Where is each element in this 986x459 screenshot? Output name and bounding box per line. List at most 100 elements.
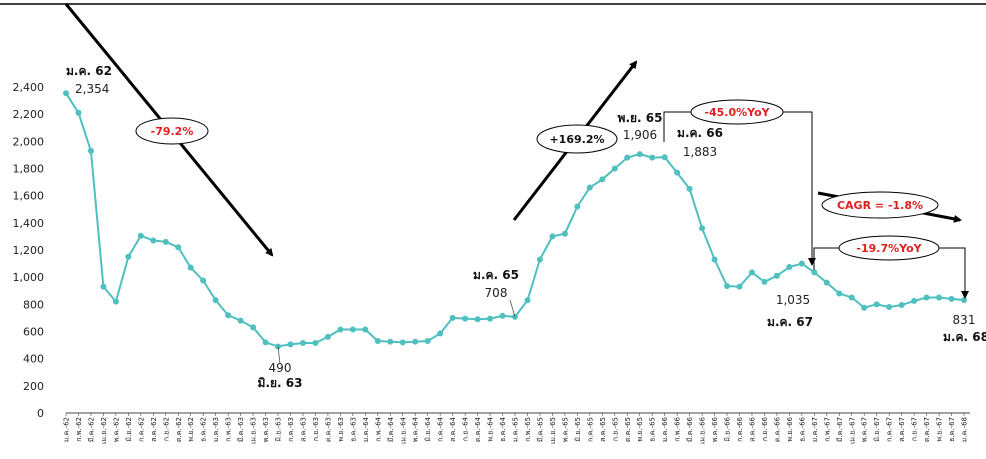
annotation-value: 2,354 <box>75 82 109 96</box>
x-tick-label: พ.ค.-66 <box>711 416 719 442</box>
data-point <box>599 176 606 183</box>
data-point <box>100 283 107 290</box>
x-tick-label: ก.ค.-65 <box>586 417 594 442</box>
data-point <box>312 340 319 347</box>
data-point <box>424 338 431 345</box>
annotation-date: ม.ค. 65 <box>473 268 519 282</box>
data-point <box>886 304 893 311</box>
data-point <box>87 147 94 154</box>
x-tick-label: พ.ย.-62 <box>187 417 195 442</box>
data-point <box>250 324 257 331</box>
callout-badge <box>821 191 939 219</box>
x-tick-label: มี.ค.-67 <box>836 417 844 442</box>
x-tick-label: พ.ค.-63 <box>262 417 270 442</box>
data-point <box>63 90 69 97</box>
x-tick-label: ม.ค.-64 <box>362 416 370 442</box>
data-point <box>798 260 805 267</box>
annotation-leader <box>509 299 516 317</box>
data-point <box>674 169 681 176</box>
y-tick-label: 1,400 <box>13 217 45 230</box>
data-point <box>611 165 618 172</box>
data-point <box>549 233 556 240</box>
callout-label: +169.2% <box>549 133 604 146</box>
x-tick-label: ก.พ.-67 <box>823 417 831 442</box>
x-tick-label: เม.ย.-67 <box>848 417 856 444</box>
x-tick-label: พ.ย.-63 <box>337 417 345 442</box>
x-tick-label: พ.ค.-65 <box>561 417 569 442</box>
x-tick-label: มิ.ย.-65 <box>574 417 582 442</box>
x-tick-label: ต.ค.-65 <box>624 417 632 442</box>
data-point <box>212 297 219 304</box>
x-tick-label: ก.พ.-64 <box>374 416 382 441</box>
x-tick-label: ต.ค.-64 <box>474 416 482 442</box>
x-tick-label: เม.ย.-65 <box>549 417 557 444</box>
data-point <box>748 269 755 276</box>
data-point <box>624 154 631 161</box>
x-tick-label: ก.ย.-62 <box>162 417 170 441</box>
data-point <box>936 294 943 301</box>
annotation-value: 1,883 <box>683 145 717 159</box>
data-point <box>574 203 581 210</box>
data-point <box>187 264 194 271</box>
x-tick-label: ธ.ค.-63 <box>349 417 357 442</box>
data-point <box>412 338 419 345</box>
x-tick-label: ก.พ.-62 <box>75 417 83 442</box>
x-tick-label: ก.ย.-67 <box>911 417 919 441</box>
data-point <box>961 297 967 304</box>
data-point <box>399 339 406 346</box>
y-tick-label: 2,200 <box>13 108 45 121</box>
x-tick-label: เม.ย.-66 <box>699 416 707 444</box>
data-point <box>125 253 132 260</box>
data-point <box>636 151 643 158</box>
data-point <box>561 230 568 237</box>
data-point <box>487 315 494 322</box>
data-point <box>736 283 743 290</box>
x-tick-label: พ.ย.-67 <box>936 417 944 442</box>
data-point <box>499 312 506 319</box>
x-tick-label: ธ.ค.-66 <box>798 416 806 441</box>
data-point <box>150 237 157 244</box>
data-point <box>761 278 768 285</box>
data-point <box>262 339 269 346</box>
x-tick-label: ม.ค.-67 <box>811 417 819 442</box>
y-tick-label: 200 <box>23 380 44 393</box>
x-tick-label: ก.ค.-67 <box>886 417 894 442</box>
data-point <box>699 225 706 232</box>
x-tick-label: ม.ค.-65 <box>512 417 520 442</box>
annotation-leader <box>277 346 281 365</box>
x-tick-label: ก.ค.-63 <box>287 417 295 442</box>
annotation-date: มิ.ย. 63 <box>258 376 303 390</box>
data-point <box>811 269 818 276</box>
x-tick-label: เม.ย.-62 <box>100 417 108 444</box>
data-point <box>848 294 855 301</box>
data-point <box>324 333 331 340</box>
callout-badge <box>690 99 784 125</box>
data-point <box>786 263 793 270</box>
data-point <box>898 302 905 309</box>
x-tick-label: ต.ค.-63 <box>324 417 332 442</box>
x-tick-label: ต.ค.-67 <box>923 417 931 442</box>
data-point <box>474 316 481 323</box>
data-point <box>362 326 369 333</box>
x-tick-label: ม.ค.-62 <box>63 417 71 442</box>
x-tick-label: เม.ย.-64 <box>399 416 407 444</box>
y-tick-label: 1,800 <box>13 163 45 176</box>
annotation-date: ม.ค. 62 <box>66 64 112 78</box>
data-point <box>823 279 830 286</box>
data-point <box>112 298 119 305</box>
data-point <box>349 326 356 333</box>
data-point <box>162 238 169 245</box>
data-point <box>175 244 182 251</box>
x-tick-label: พ.ย.-64 <box>487 416 495 441</box>
x-tick-label: ม.ค.-66 <box>661 416 669 442</box>
annotation-value: 1,906 <box>623 128 657 142</box>
x-tick-label: มี.ค.-66 <box>686 416 694 442</box>
data-point <box>836 290 843 297</box>
x-tick-label: ก.ค.-66 <box>736 416 744 441</box>
data-point <box>449 314 456 321</box>
x-tick-label: มิ.ย.-63 <box>275 417 283 442</box>
data-point <box>649 154 656 161</box>
annotation-date: ม.ค. 66 <box>677 126 723 140</box>
data-point <box>337 326 344 333</box>
